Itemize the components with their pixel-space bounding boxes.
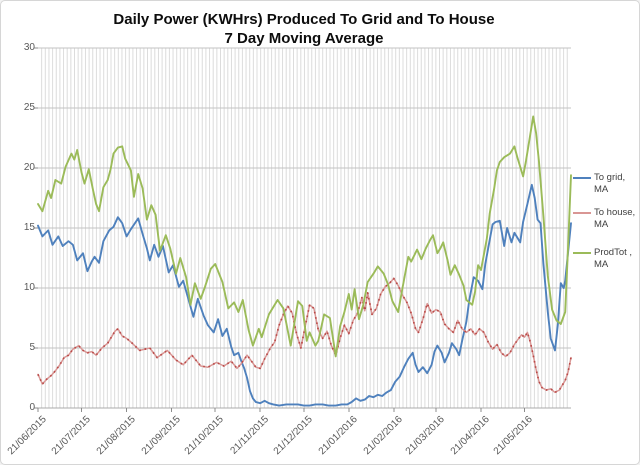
legend-line-swatch — [573, 177, 591, 179]
chart-title: Daily Power (KWHrs) Produced To Grid and… — [113, 11, 495, 28]
y-tick-label-10: 10 — [23, 282, 35, 293]
series-markers-to-house-ma — [37, 277, 572, 394]
series-line-prodtot-ma — [37, 115, 572, 358]
legend-item-1: To house, MA — [573, 207, 639, 230]
series-line-to-grid-ma — [37, 183, 572, 407]
y-tick-label-0: 0 — [29, 402, 35, 413]
y-tick-label-5: 5 — [29, 342, 35, 353]
y-tick-label-20: 20 — [23, 162, 35, 173]
y-tick-label-25: 25 — [23, 102, 35, 113]
chart-title-block: Daily Power (KWHrs) Produced To Grid and… — [1, 10, 607, 48]
legend-label: ProdTot , MA — [594, 247, 633, 270]
chart-subtitle: 7 Day Moving Average — [224, 30, 384, 47]
y-tick-label-15: 15 — [23, 222, 35, 233]
y-tick-label-30: 30 — [23, 42, 35, 53]
legend-label: To house, MA — [594, 207, 636, 230]
legend-line-swatch — [573, 252, 591, 254]
legend-item-0: To grid, MA — [573, 172, 639, 195]
legend-line-swatch — [573, 212, 591, 214]
legend-label: To grid, MA — [594, 172, 626, 195]
legend-item-2: ProdTot , MA — [573, 247, 639, 270]
